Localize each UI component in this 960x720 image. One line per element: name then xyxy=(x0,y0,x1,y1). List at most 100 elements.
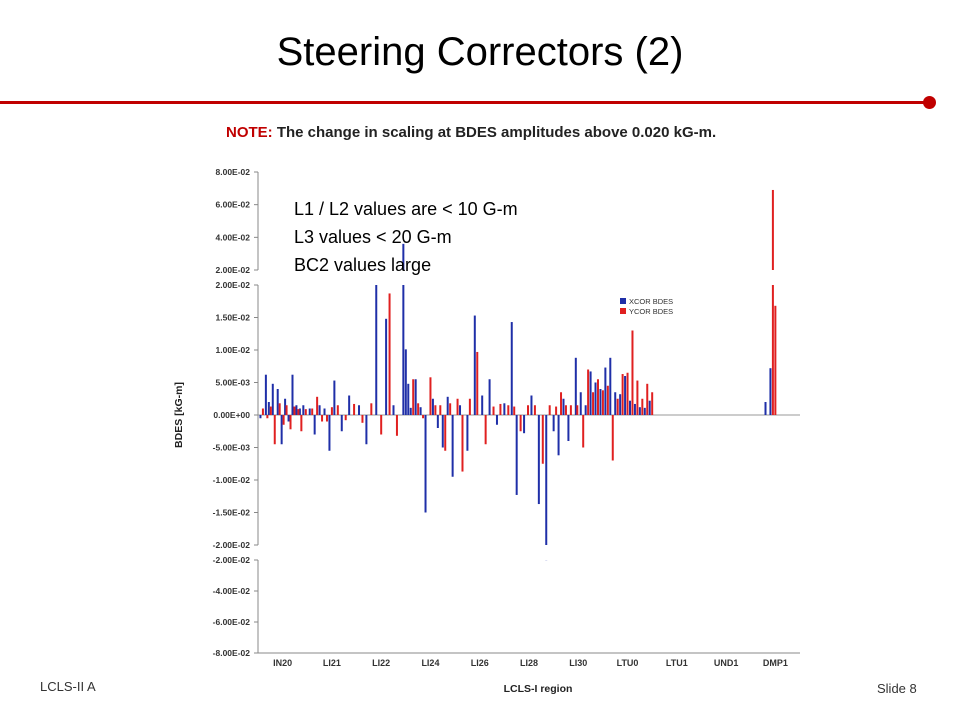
bar-xcor xyxy=(614,392,617,415)
bar-ycor xyxy=(461,415,464,472)
bar-ycor xyxy=(541,415,544,464)
bar-xcor xyxy=(466,415,469,451)
bar-ycor xyxy=(330,407,333,415)
bar-ycor xyxy=(519,415,522,432)
bar-xcor xyxy=(392,405,395,415)
x-tick-label: UND1 xyxy=(714,658,739,668)
bar-ycor xyxy=(380,415,383,435)
bar-ycor xyxy=(564,405,567,415)
y-tick-label: 8.00E-02 xyxy=(216,167,251,177)
bar-xcor xyxy=(579,392,582,415)
bar-xcor xyxy=(259,415,262,419)
bar-ycor xyxy=(273,415,276,445)
bar-ycor xyxy=(344,415,347,421)
bar-ycor xyxy=(555,406,558,415)
bar-ycor xyxy=(560,392,563,415)
bar-xcor xyxy=(318,405,321,415)
bar-xcor xyxy=(404,349,407,415)
bar-ycor xyxy=(261,408,264,415)
bar-xcor xyxy=(323,408,326,415)
bar-ycor xyxy=(569,405,572,415)
bar-ycor xyxy=(492,406,495,415)
bar-ycor xyxy=(269,406,272,415)
bar-xcor xyxy=(436,415,439,428)
bar-xcor xyxy=(557,415,560,456)
bar-ycor xyxy=(587,369,590,415)
bar-xcor xyxy=(302,405,305,415)
bar-xcor xyxy=(446,396,449,415)
bar-ycor xyxy=(616,398,619,415)
bar-xcor xyxy=(407,383,410,415)
bar-ycor xyxy=(651,392,654,415)
bar-ycor xyxy=(325,415,328,422)
bar-ycor xyxy=(582,415,585,448)
bar-xcor-upper xyxy=(402,243,405,270)
bar-xcor xyxy=(441,415,444,448)
bar-ycor xyxy=(576,405,579,415)
x-tick-label: IN20 xyxy=(273,658,292,668)
bar-ycor xyxy=(297,409,300,415)
y-tick-label: -4.00E-02 xyxy=(213,586,251,596)
bar-xcor xyxy=(552,415,555,432)
bar-ycor xyxy=(771,285,774,415)
bar-xcor xyxy=(604,367,607,415)
bar-xcor xyxy=(271,383,274,415)
bar-xcor xyxy=(431,398,434,415)
legend-swatch xyxy=(620,298,626,304)
bar-xcor xyxy=(609,357,612,415)
bar-xcor xyxy=(648,400,651,415)
bar-ycor xyxy=(388,293,391,415)
bar-xcor xyxy=(562,398,565,415)
bar-ycor xyxy=(304,409,307,415)
bar-ycor xyxy=(527,405,530,415)
bar-xcor xyxy=(510,322,513,415)
overlay-text: L1 / L2 values are < 10 G-m L3 values < … xyxy=(294,195,518,279)
bar-ycor xyxy=(513,406,516,415)
y-tick-label: 1.50E-02 xyxy=(216,313,251,323)
bar-xcor xyxy=(624,376,627,415)
bar-xcor xyxy=(333,380,336,415)
bar-ycor xyxy=(285,405,288,415)
footer-left: LCLS-II A xyxy=(40,679,96,694)
x-tick-label: LI30 xyxy=(569,658,587,668)
bar-xcor xyxy=(313,415,316,435)
bar-ycor xyxy=(434,405,437,415)
bar-xcor xyxy=(340,415,343,432)
bar-ycor xyxy=(353,403,356,415)
bar-xcor xyxy=(495,415,498,425)
bar-xcor xyxy=(629,400,632,415)
bar-xcor xyxy=(537,415,540,505)
y-tick-label: 4.00E-02 xyxy=(216,232,251,242)
legend-swatch xyxy=(620,308,626,314)
bar-ycor xyxy=(641,398,644,415)
bar-ycor-upper xyxy=(771,189,774,270)
y-tick-label: 5.00E-03 xyxy=(216,378,251,388)
legend-label: XCOR BDES xyxy=(629,297,673,306)
bar-ycor xyxy=(336,405,339,415)
bar-ycor xyxy=(611,415,614,461)
bdes-chart: 8.00E-02 6.00E-02 4.00E-02 2.00E-02 2.00E-02… xyxy=(168,115,800,701)
bar-ycor xyxy=(484,415,487,445)
bar-xcor xyxy=(295,405,298,415)
x-tick-label: DMP1 xyxy=(763,658,788,668)
overlay-line-l3: L3 values < 20 G-m xyxy=(294,227,452,247)
bar-xcor xyxy=(594,382,597,415)
y-tick-label: 2.00E-02 xyxy=(216,280,251,290)
bar-ycor xyxy=(282,415,285,425)
bar-xcor xyxy=(523,415,526,434)
bar-ycor xyxy=(774,305,777,415)
bar-xcor xyxy=(481,395,484,415)
x-tick-label: LTU1 xyxy=(666,658,688,668)
bar-xcor xyxy=(638,407,641,415)
bar-xcor xyxy=(298,408,301,415)
bar-xcor xyxy=(284,398,287,415)
bar-ycor xyxy=(316,396,319,415)
bar-ycor xyxy=(395,415,398,436)
bar-ycor xyxy=(278,403,281,415)
bar-xcor xyxy=(348,395,351,415)
bar-ycor xyxy=(626,372,629,415)
bar-ycor xyxy=(321,415,324,422)
y-tick-label: -1.50E-02 xyxy=(213,508,251,518)
bar-xcor xyxy=(473,315,476,415)
bar-xcor xyxy=(264,374,267,415)
